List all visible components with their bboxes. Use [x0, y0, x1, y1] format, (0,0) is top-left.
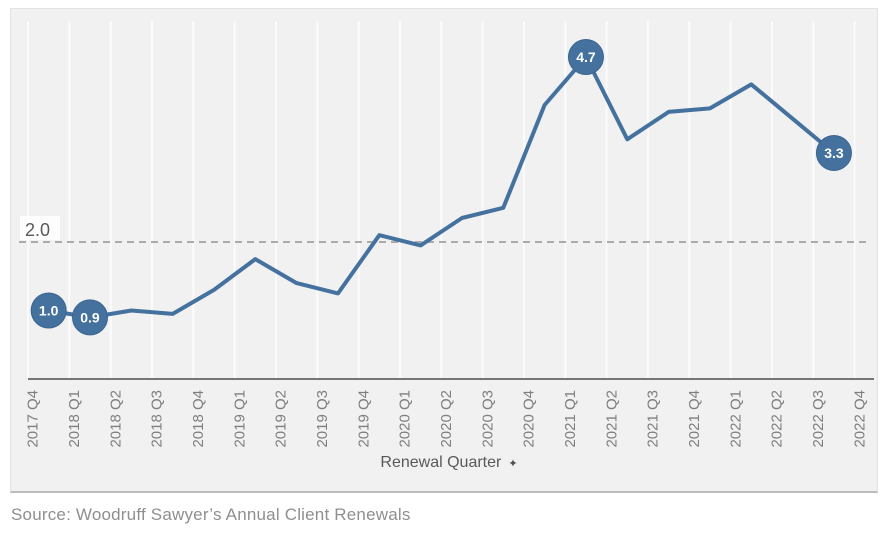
data-point-value: 4.7 [576, 49, 596, 65]
x-axis-tick-label: 2019 Q4 [355, 390, 372, 448]
data-point-value: 1.0 [39, 303, 59, 319]
data-point-value: 3.3 [824, 145, 844, 161]
reference-line-label: 2.0 [25, 220, 50, 240]
data-point-value: 0.9 [80, 309, 100, 325]
x-axis-tick-label: 2022 Q3 [810, 390, 827, 448]
x-axis-tick-label: 2022 Q1 [727, 390, 744, 448]
x-axis-tick-label: 2019 Q2 [273, 390, 290, 448]
data-point-marker [567, 39, 604, 76]
x-axis-tick-label: 2021 Q1 [562, 390, 579, 448]
data-point-marker [30, 292, 67, 329]
x-axis-tick-label: 2020 Q4 [521, 390, 538, 448]
x-axis-tick-label: 2021 Q3 [645, 390, 662, 448]
x-axis-tick-label: 2022 Q2 [769, 390, 786, 448]
data-point-marker [71, 299, 108, 336]
axis-sort-icon: ✦ [508, 458, 517, 470]
x-axis-tick-label: 2019 Q3 [314, 390, 331, 448]
series-line [46, 55, 836, 320]
x-axis-tick-label: 2018 Q1 [66, 390, 83, 448]
x-axis-tick-label: 2020 Q3 [479, 390, 496, 448]
renewal-line-chart: 2.0 2017 Q4 2018 Q1 2018 Q2 2018 Q3 2018 Q4 20… [10, 8, 878, 493]
x-axis-tick-label: 2022 Q4 [851, 390, 868, 448]
x-axis-tick-label: 2019 Q1 [231, 390, 248, 448]
source-caption: Source: Woodruff Sawyer’s Annual Client … [11, 505, 411, 524]
data-point-marker [815, 134, 852, 171]
x-axis-tick-label: 2021 Q2 [603, 390, 620, 448]
x-axis-tick-label: 2021 Q4 [686, 390, 703, 448]
x-axis-tick-label: 2017 Q4 [25, 390, 42, 448]
x-axis-tick-label: 2018 Q2 [107, 390, 124, 448]
x-axis-title: Renewal Quarter ✦ [380, 454, 517, 471]
reference-label-chip [20, 216, 60, 240]
x-axis-tick-label: 2020 Q1 [397, 390, 414, 448]
x-axis-tick-label: 2020 Q2 [438, 390, 455, 448]
x-axis-tick-label: 2018 Q4 [190, 390, 207, 448]
chart-canvas: 2.0 2017 Q4 2018 Q1 2018 Q2 2018 Q3 2018 Q4 20… [19, 21, 874, 471]
x-axis-tick-label: 2018 Q3 [149, 390, 166, 448]
